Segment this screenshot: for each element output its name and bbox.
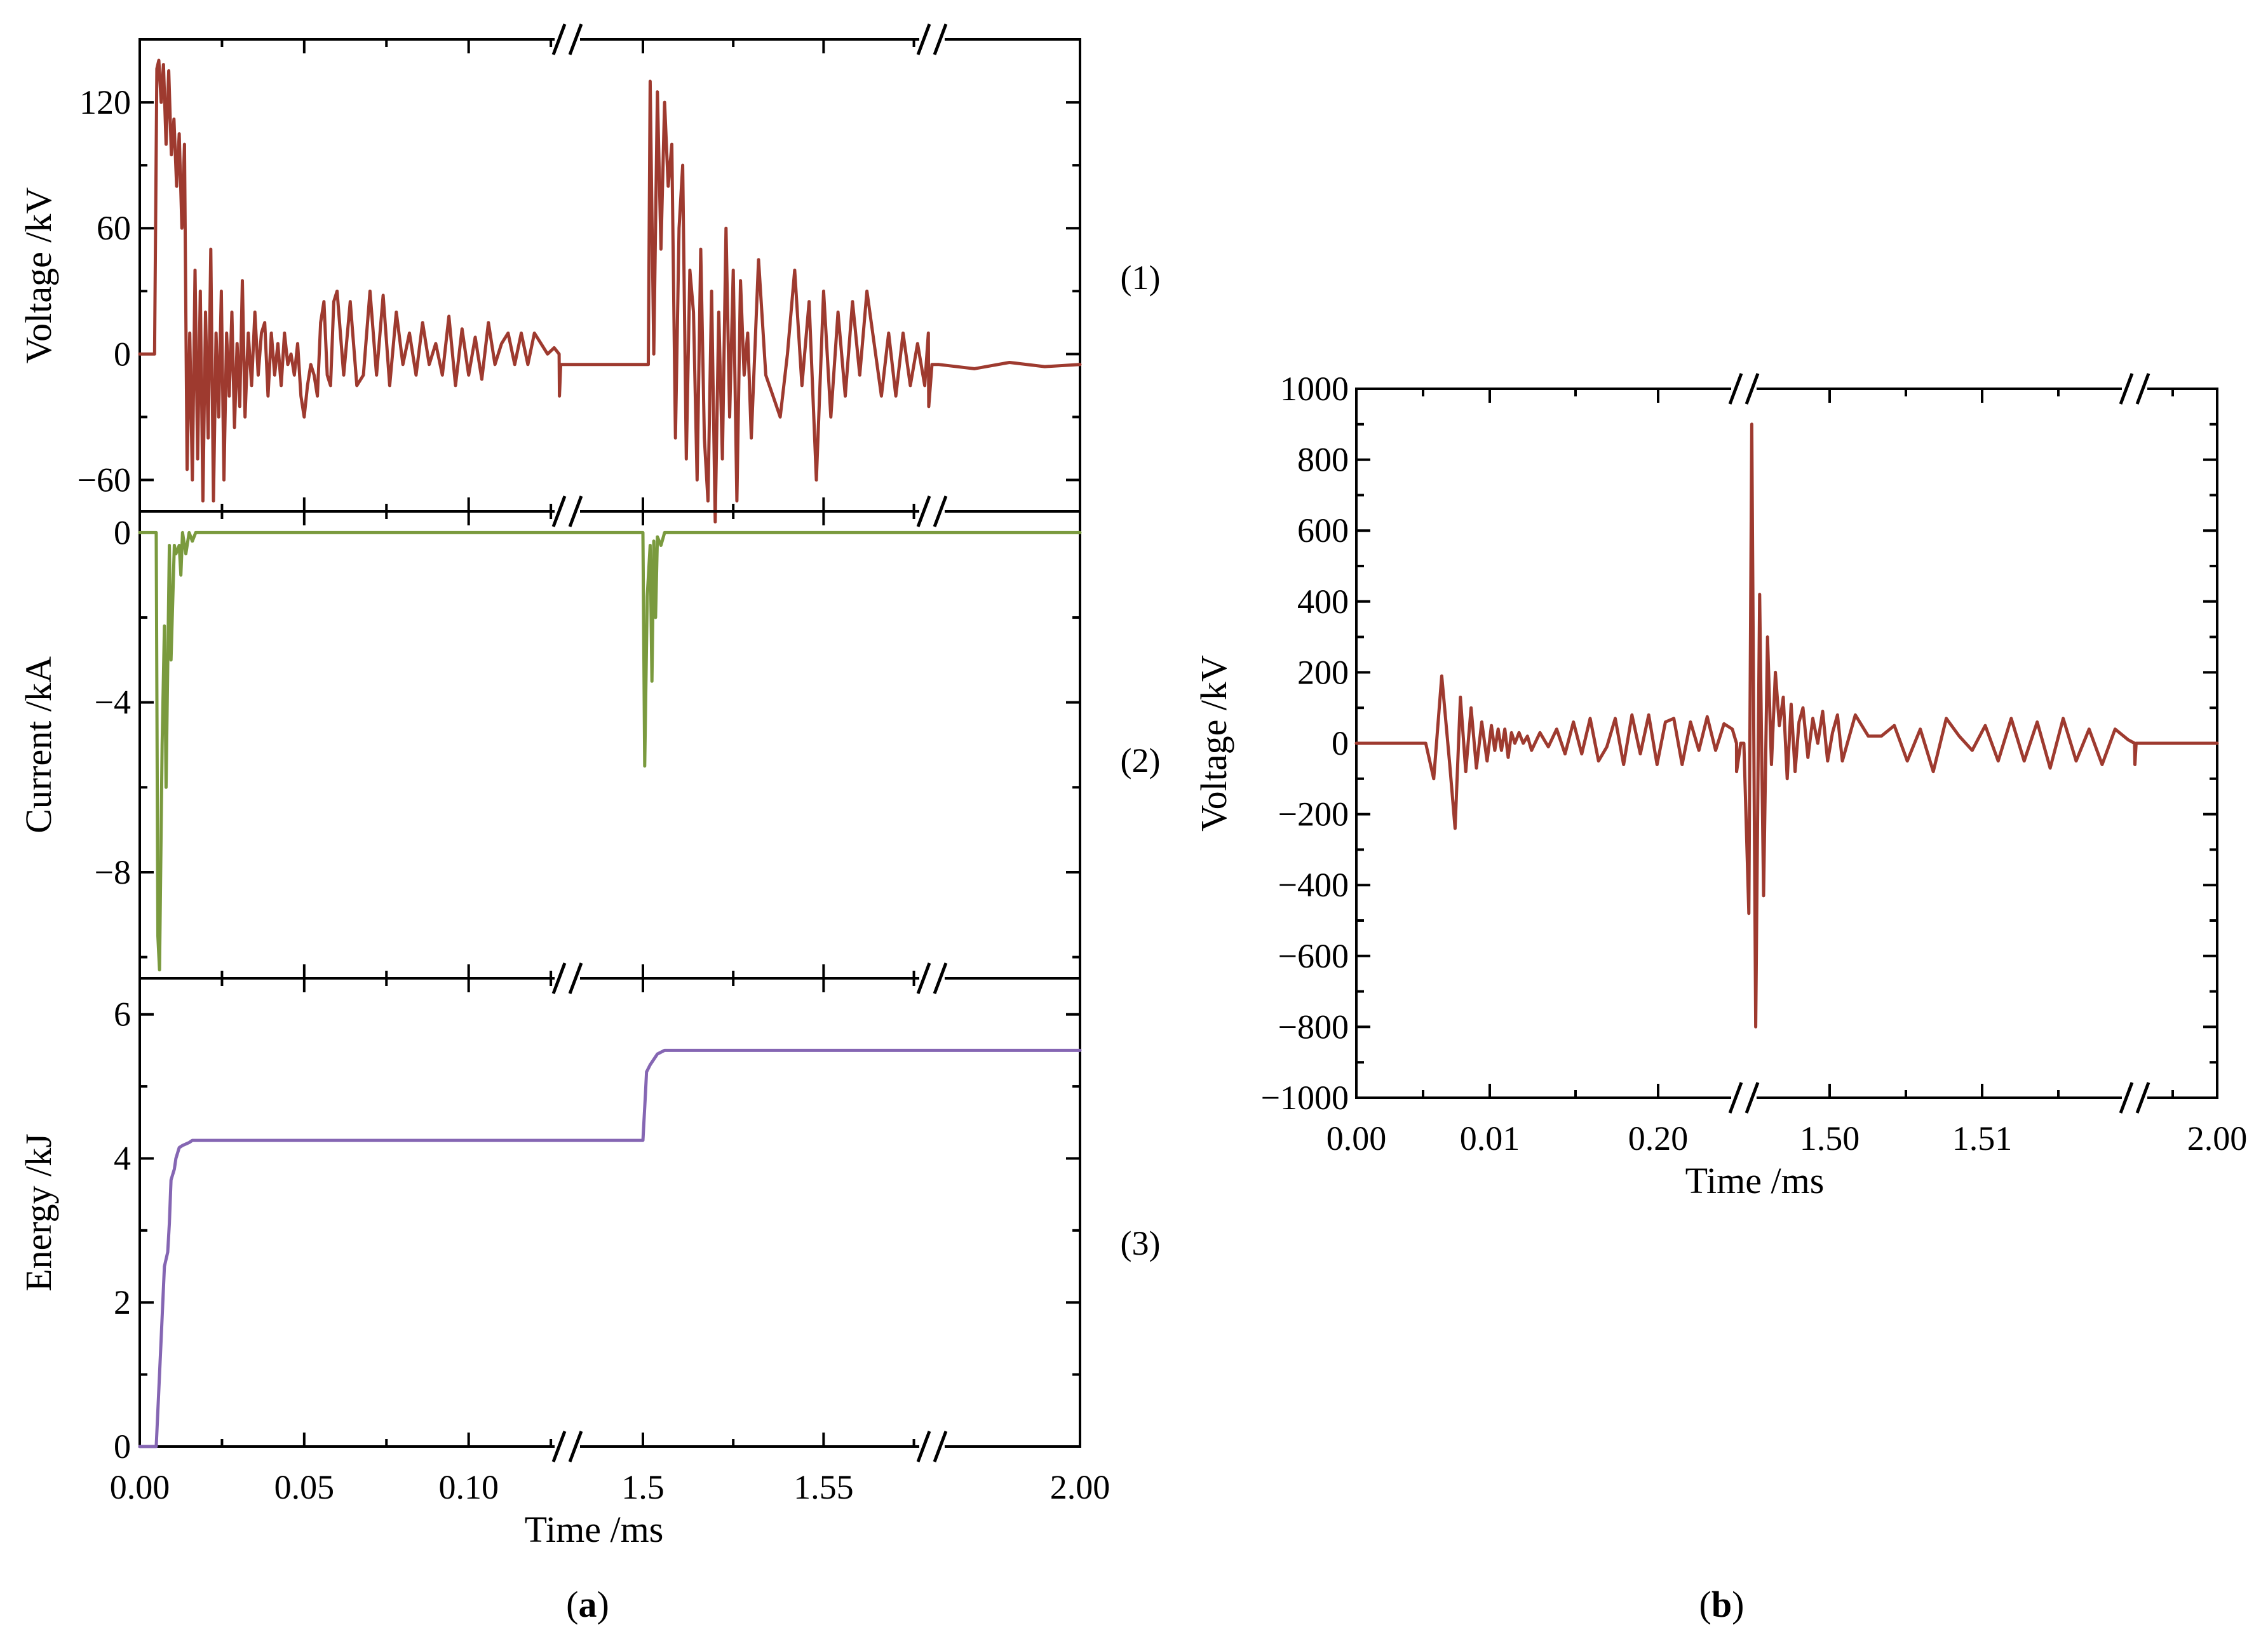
b-ylabel: Voltage /kV (1193, 655, 1234, 832)
a2-ylabel: Current /kA (18, 656, 59, 833)
a1-ylabel: Voltage /kV (18, 187, 59, 364)
b-xtick-label: 0.20 (1628, 1119, 1689, 1157)
b-xtick-label: 2.00 (2187, 1119, 2248, 1157)
a3-axis-break-bottom-2 (916, 1431, 948, 1462)
b-axis-break-top-1 (1728, 373, 1760, 405)
b-xlabel: Time /ms (1685, 1160, 1825, 1201)
caption-b-open: ( (1699, 1584, 1711, 1625)
a1-plot-frame (138, 38, 1081, 513)
a3-axis-break-2 (916, 962, 948, 994)
a3-ytick-label: 2 (114, 1283, 131, 1321)
a3-ylabel: Energy /kJ (18, 1133, 59, 1292)
a2-ytick-label: −4 (95, 684, 131, 722)
a2-plot-frame (138, 510, 1081, 980)
chart-a3-energy: 0 2 4 6 Energy /kJ 0.00 0.05 0.10 1.5 1.55 2.00 Tim… (18, 962, 1110, 1550)
b-axis-break-bottom-2 (2119, 1082, 2150, 1114)
panel-tag-1: (1) (1121, 259, 1161, 297)
panel-tag-3: (3) (1121, 1224, 1161, 1262)
b-axis-break-bottom-1 (1728, 1082, 1760, 1114)
b-ytick-label: 800 (1297, 441, 1349, 479)
b-ytick-label: −200 (1278, 795, 1349, 833)
a3-xtick-label: 1.55 (793, 1468, 854, 1506)
b-ytick-label: 400 (1297, 583, 1349, 621)
caption-b-letter: b (1711, 1584, 1732, 1625)
caption-a: (a) (566, 1584, 609, 1625)
b-ytick-label: −600 (1278, 937, 1349, 975)
a2-series-current (138, 530, 1082, 972)
a2-ytick-label: −8 (95, 853, 131, 891)
b-ytick-label: −800 (1278, 1008, 1349, 1046)
panel-tag-2: (2) (1121, 741, 1161, 779)
a3-xtick-label: 1.5 (621, 1468, 665, 1506)
a3-axis-break-bottom-1 (551, 1431, 583, 1462)
a3-axis-break-1 (551, 962, 583, 994)
b-xtick-label: 0.00 (1326, 1119, 1387, 1157)
b-series-voltage (1354, 422, 2219, 1029)
a1-ytick-label: 60 (97, 209, 131, 247)
a2-axis-break-2 (916, 496, 948, 527)
b-axis-break-top-2 (2119, 373, 2150, 405)
a1-ytick-label: −60 (78, 461, 131, 499)
b-xtick-label: 0.01 (1460, 1119, 1520, 1157)
a1-axis-break-2 (916, 24, 948, 55)
b-ytick-label: 200 (1297, 653, 1349, 691)
a3-xlabel: Time /ms (525, 1509, 664, 1550)
caption-b-close: ) (1732, 1584, 1744, 1625)
a1-series-voltage (138, 58, 1082, 523)
a3-xtick-label: 0.05 (274, 1468, 335, 1506)
a3-xtick-label: 0.00 (110, 1468, 170, 1506)
b-ytick-label: 1000 (1280, 370, 1349, 408)
caption-a-letter: a (579, 1584, 597, 1625)
b-ytick-label: 0 (1332, 724, 1349, 762)
caption-a-open: ( (566, 1584, 578, 1625)
a3-ytick-label: 0 (114, 1427, 131, 1466)
chart-a1-voltage: −60 0 60 120 Voltage /kV (18, 24, 1082, 523)
a1-ytick-label: 120 (79, 83, 131, 121)
a1-ytick-label: 0 (114, 335, 131, 373)
caption-a-close: ) (597, 1584, 609, 1625)
chart-b-voltage: −1000 −800 −600 −400 −200 0 200 400 600 800 1000 0.… (1193, 370, 2247, 1201)
a3-xtick-label: 2.00 (1050, 1468, 1110, 1506)
a1-axis-break-1 (551, 24, 583, 55)
chart-a2-current: −8 −4 0 Current /kA (18, 496, 1082, 980)
a3-xtick-label: 0.10 (438, 1468, 499, 1506)
a2-ytick-label: 0 (114, 513, 131, 551)
a3-series-energy (138, 1048, 1082, 1448)
a2-axis-break-1 (551, 496, 583, 527)
b-ytick-label: −400 (1278, 866, 1349, 904)
a3-ytick-label: 4 (114, 1139, 131, 1177)
b-ytick-label: −1000 (1261, 1079, 1349, 1117)
a3-plot-frame (138, 977, 1081, 1448)
b-xtick-label: 1.51 (1952, 1119, 2013, 1157)
caption-b: (b) (1699, 1584, 1745, 1625)
b-ytick-label: 600 (1297, 511, 1349, 550)
a3-ytick-label: 6 (114, 995, 131, 1034)
b-xtick-label: 1.50 (1800, 1119, 1860, 1157)
